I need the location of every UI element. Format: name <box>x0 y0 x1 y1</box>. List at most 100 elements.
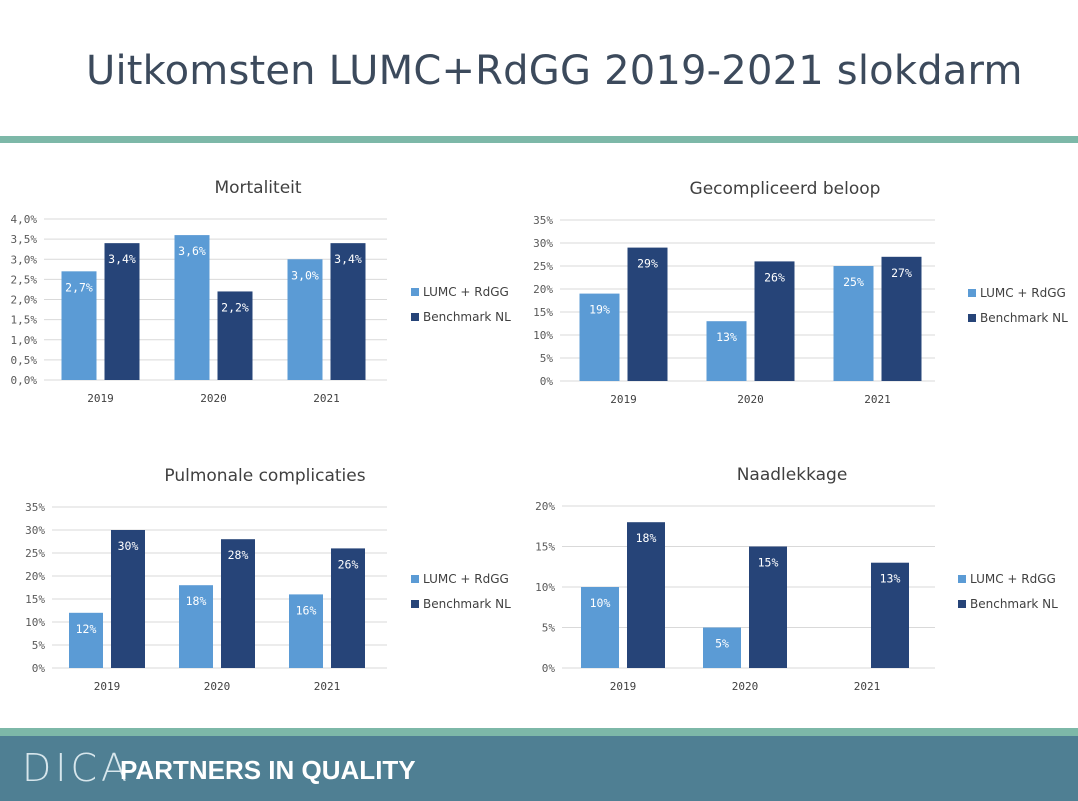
bar-lumc-rdgg <box>69 612 103 668</box>
y-tick-label: 10% <box>533 329 553 342</box>
chart-title: Mortaliteit <box>214 178 301 198</box>
legend-label: LUMC + RdGG <box>423 572 509 586</box>
y-tick-label: 0% <box>542 662 556 675</box>
legend-swatch <box>968 289 976 297</box>
data-label: 5% <box>715 637 729 651</box>
legend-swatch <box>411 600 419 608</box>
y-tick-label: 35% <box>25 501 45 514</box>
data-label: 13% <box>716 330 737 344</box>
y-tick-label: 1,0% <box>11 334 38 347</box>
y-tick-label: 5% <box>542 622 556 635</box>
bar-lumc-rdgg <box>579 293 620 381</box>
data-label: 3,6% <box>178 244 206 258</box>
bar-benchmark-nl <box>331 548 365 668</box>
data-label: 19% <box>589 303 610 317</box>
data-label: 2,7% <box>65 280 93 294</box>
y-tick-label: 35% <box>533 214 553 227</box>
footer-divider <box>0 728 1078 736</box>
data-label: 27% <box>891 266 912 280</box>
bar-benchmark-nl <box>871 562 909 668</box>
legend-label: Benchmark NL <box>980 311 1068 325</box>
chart-title: Gecompliceerd beloop <box>690 179 881 199</box>
data-label: 3,4% <box>334 252 362 266</box>
chart-title: Pulmonale complicaties <box>164 466 365 486</box>
y-tick-label: 25% <box>533 260 553 273</box>
x-tick-label: 2020 <box>204 680 231 693</box>
bar-benchmark-nl <box>221 539 255 668</box>
y-tick-label: 4,0% <box>11 213 38 226</box>
bar-lumc-rdgg <box>833 266 874 381</box>
bar-benchmark-nl <box>104 243 140 380</box>
bar-lumc-rdgg <box>174 235 210 380</box>
y-tick-label: 0,0% <box>11 374 38 387</box>
data-label: 18% <box>186 594 207 608</box>
y-tick-label: 0% <box>32 662 46 675</box>
bar-lumc-rdgg <box>706 321 747 381</box>
legend-swatch <box>411 575 419 583</box>
data-label: 26% <box>764 270 785 284</box>
data-label: 12% <box>76 622 97 636</box>
legend-label: LUMC + RdGG <box>980 286 1066 300</box>
y-tick-label: 5% <box>32 639 46 652</box>
x-tick-label: 2021 <box>854 680 881 693</box>
bar-lumc-rdgg <box>289 594 323 668</box>
legend-label: Benchmark NL <box>970 597 1058 611</box>
x-tick-label: 2019 <box>610 393 637 406</box>
x-tick-label: 2021 <box>313 392 340 405</box>
legend-swatch <box>958 600 966 608</box>
data-label: 26% <box>338 557 359 571</box>
bar-benchmark-nl <box>111 530 145 668</box>
bar-lumc-rdgg <box>703 627 741 668</box>
y-tick-label: 20% <box>25 570 45 583</box>
x-tick-label: 2021 <box>314 680 341 693</box>
x-tick-label: 2021 <box>864 393 891 406</box>
y-tick-label: 0% <box>540 375 554 388</box>
y-tick-label: 15% <box>533 306 553 319</box>
bar-benchmark-nl <box>217 291 253 380</box>
x-tick-label: 2020 <box>732 680 759 693</box>
legend-swatch <box>411 288 419 296</box>
legend-swatch <box>968 314 976 322</box>
page-title: Uitkomsten LUMC+RdGG 2019-2021 slokdarm <box>86 48 1023 94</box>
y-tick-label: 30% <box>533 237 553 250</box>
bar-lumc-rdgg <box>179 585 213 668</box>
y-tick-label: 3,0% <box>11 253 38 266</box>
data-label: 3,4% <box>108 252 136 266</box>
y-tick-label: 3,5% <box>11 233 38 246</box>
y-tick-label: 10% <box>535 581 555 594</box>
y-tick-label: 20% <box>535 500 555 513</box>
dica-logo: DICA <box>22 746 131 790</box>
data-label: 2,2% <box>221 300 249 314</box>
bar-benchmark-nl <box>330 243 366 380</box>
bar-benchmark-nl <box>881 256 922 381</box>
x-tick-label: 2019 <box>87 392 114 405</box>
y-tick-label: 15% <box>25 593 45 606</box>
data-label: 10% <box>590 596 611 610</box>
data-label: 3,0% <box>291 268 319 282</box>
legend-label: Benchmark NL <box>423 597 511 611</box>
data-label: 29% <box>637 257 658 271</box>
data-label: 13% <box>880 572 901 586</box>
y-tick-label: 25% <box>25 547 45 560</box>
data-label: 18% <box>636 531 657 545</box>
bar-lumc-rdgg <box>61 271 97 380</box>
y-tick-label: 15% <box>535 541 555 554</box>
footer-bar: DICA PARTNERS IN QUALITY <box>0 736 1078 801</box>
bar-benchmark-nl <box>627 247 668 381</box>
bar-benchmark-nl <box>627 522 665 668</box>
legend-swatch <box>958 575 966 583</box>
legend-label: LUMC + RdGG <box>970 572 1056 586</box>
y-tick-label: 20% <box>533 283 553 296</box>
bar-lumc-rdgg <box>287 259 323 380</box>
y-tick-label: 0,5% <box>11 354 38 367</box>
data-label: 30% <box>118 539 139 553</box>
data-label: 15% <box>758 556 779 570</box>
x-tick-label: 2020 <box>737 393 764 406</box>
bar-benchmark-nl <box>749 546 787 668</box>
data-label: 28% <box>228 548 249 562</box>
chart-title: Naadlekkage <box>737 465 848 485</box>
